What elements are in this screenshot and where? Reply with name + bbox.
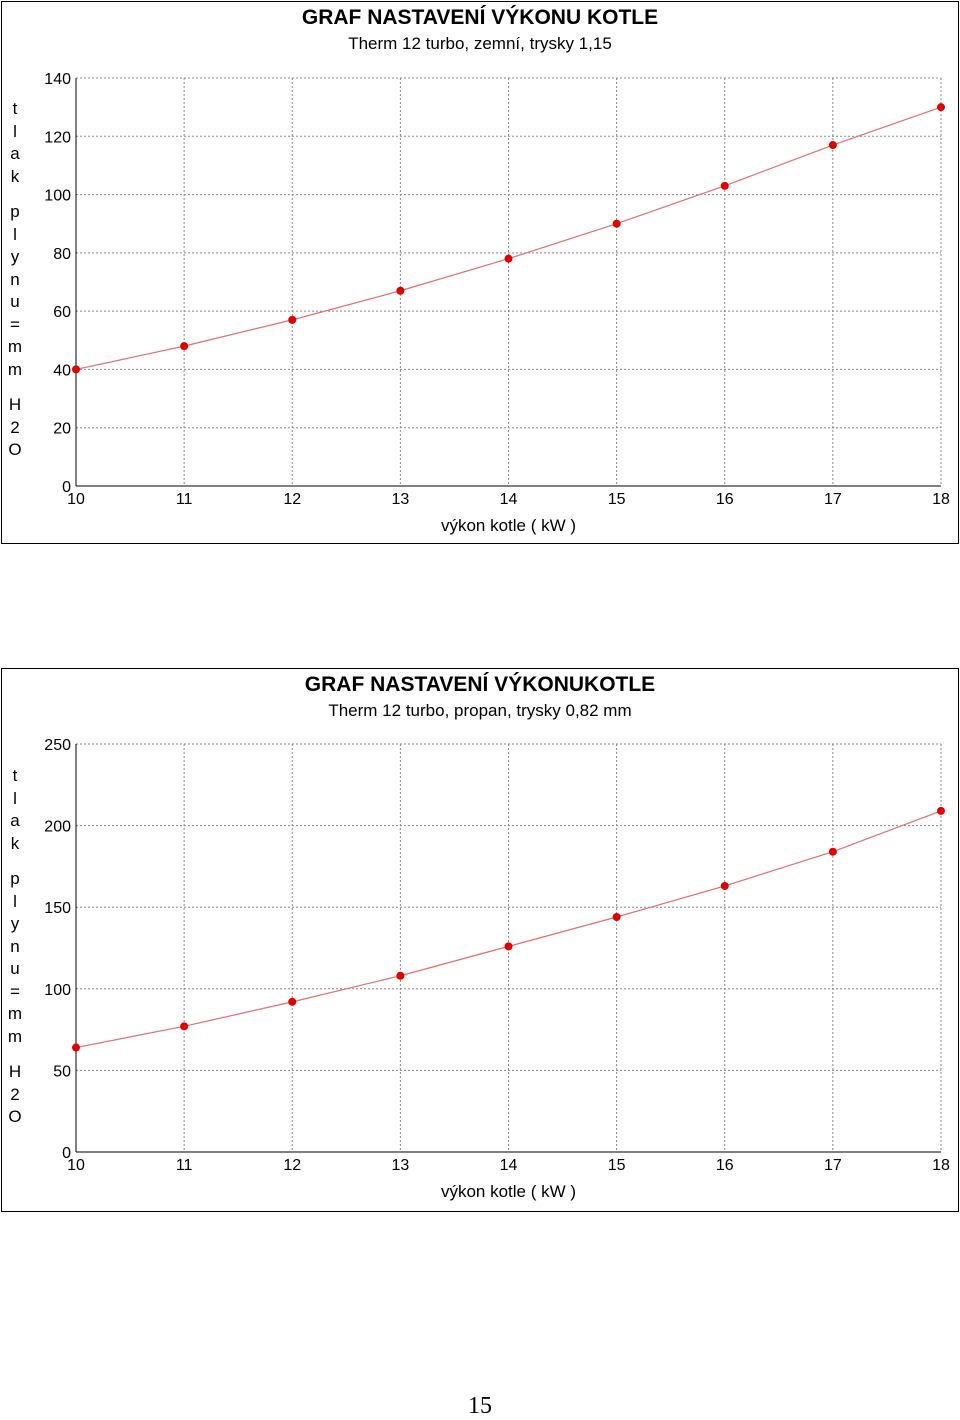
y-axis-label-char: O — [8, 440, 22, 459]
y-axis-label-char: p — [10, 202, 20, 221]
data-point — [828, 141, 837, 150]
data-point — [180, 1022, 189, 1031]
x-tick-label: 16 — [716, 1157, 734, 1174]
y-axis-label-char: u — [10, 292, 20, 311]
data-point — [720, 181, 729, 190]
x-tick-label: 11 — [176, 1157, 193, 1174]
line-chart-zemni: 0 20 40 60 80 100 120 140 10 11 12 13 14 15 16 17 18 výko… — [44, 71, 950, 535]
y-axis-label-char: = — [10, 314, 20, 334]
y-axis-label-char: p — [10, 869, 20, 888]
x-axis-label: výkon kotle ( kW ) — [441, 516, 576, 535]
x-tick-label: 17 — [824, 1157, 842, 1174]
y-tick-label: 120 — [44, 129, 71, 146]
x-tick-label: 10 — [67, 1157, 85, 1174]
y-tick-label: 60 — [53, 304, 71, 321]
data-point — [180, 342, 189, 351]
y-axis-label-char: a — [10, 144, 20, 163]
y-axis-label: t l a k p l y n u = m m H 2 O — [5, 98, 25, 462]
y-axis-label-char: l — [13, 891, 17, 911]
data-point — [396, 971, 405, 980]
y-axis-label-char: l — [13, 224, 17, 244]
x-tick-label: 13 — [391, 1157, 409, 1174]
y-tick-label: 0 — [62, 1145, 71, 1162]
y-tick-label: 50 — [53, 1063, 71, 1080]
y-axis-label-char: u — [10, 959, 20, 978]
page-number: 15 — [468, 1393, 492, 1419]
data-point — [612, 912, 621, 921]
x-tick-label: 10 — [67, 491, 85, 508]
x-tick-label: 14 — [500, 1157, 518, 1174]
x-tick-label: 18 — [932, 1157, 950, 1174]
y-axis-label-char: m — [7, 359, 23, 379]
x-tick-label: 14 — [500, 491, 518, 508]
chart-panel-zemni — [1, 1, 959, 544]
y-axis-label-char: y — [10, 914, 20, 933]
y-axis-label-char: H — [8, 1062, 22, 1081]
data-point — [72, 365, 80, 374]
chart-title: GRAF NASTAVENÍ VÝKONU KOTLE — [301, 6, 659, 29]
y-axis-label-char: t — [12, 99, 18, 118]
y-axis-label-char: 2 — [10, 1084, 20, 1104]
x-tick-label: 12 — [283, 491, 301, 508]
y-tick-label: 100 — [44, 982, 71, 999]
y-tick-label: 250 — [44, 737, 71, 754]
y-axis-label-char: k — [10, 166, 20, 186]
y-tick-label: 200 — [44, 819, 71, 836]
y-axis-label-char: 2 — [10, 417, 20, 437]
y-axis-label-char: y — [10, 247, 20, 266]
y-axis-label-char: t — [12, 766, 18, 785]
x-tick-label: 16 — [716, 491, 734, 508]
data-point — [396, 286, 405, 295]
data-point — [937, 806, 945, 815]
data-point — [720, 881, 729, 890]
x-tick-label: 13 — [391, 491, 409, 508]
y-axis-label-char: H — [8, 395, 22, 414]
chart-title: GRAF NASTAVENÍ VÝKONUKOTLE — [304, 673, 656, 696]
y-axis-label-char: O — [8, 1107, 22, 1126]
y-tick-label: 20 — [53, 421, 71, 438]
y-axis-label-char: n — [10, 269, 20, 289]
y-axis-label-char: l — [13, 788, 17, 808]
chart-subtitle: Therm 12 turbo, zemní, trysky 1,15 — [348, 34, 612, 53]
data-point — [288, 997, 297, 1006]
y-tick-label: 140 — [44, 71, 71, 88]
chart-subtitle: Therm 12 turbo, propan, trysky 0,82 mm — [328, 701, 632, 720]
x-tick-label: 15 — [608, 491, 626, 508]
y-axis-label-char: n — [10, 936, 20, 956]
data-point — [72, 1043, 80, 1052]
y-tick-label: 80 — [53, 246, 71, 263]
chart-panel-propan — [1, 668, 959, 1212]
x-tick-label: 11 — [176, 491, 193, 508]
y-axis-label-char: m — [7, 1026, 23, 1046]
data-point — [937, 103, 945, 112]
y-tick-label: 40 — [53, 362, 71, 379]
line-chart-propan: 0 50 100 150 200 250 10 11 12 13 14 15 16 17 18 výkon k… — [44, 737, 950, 1201]
y-tick-label: 100 — [44, 188, 71, 205]
data-point — [504, 942, 513, 951]
y-axis-label-char: m — [7, 1004, 23, 1023]
y-axis-label-char: k — [10, 833, 20, 853]
x-tick-label: 15 — [608, 1157, 626, 1174]
data-point — [504, 254, 513, 263]
data-point — [288, 315, 297, 324]
data-point — [612, 219, 621, 228]
x-tick-label: 17 — [824, 491, 842, 508]
y-axis-label-char: a — [10, 811, 20, 830]
y-axis-label: t l a k p l y n u = m m H 2 O — [5, 765, 25, 1129]
y-axis-label-char: m — [7, 337, 23, 356]
data-point — [828, 847, 837, 856]
y-tick-label: 0 — [62, 479, 71, 496]
x-axis-label: výkon kotle ( kW ) — [441, 1182, 576, 1201]
y-tick-label: 150 — [44, 900, 71, 917]
y-axis-label-char: l — [13, 121, 17, 141]
x-tick-label: 12 — [283, 1157, 301, 1174]
x-tick-label: 18 — [932, 491, 950, 508]
y-axis-label-char: = — [10, 981, 20, 1001]
